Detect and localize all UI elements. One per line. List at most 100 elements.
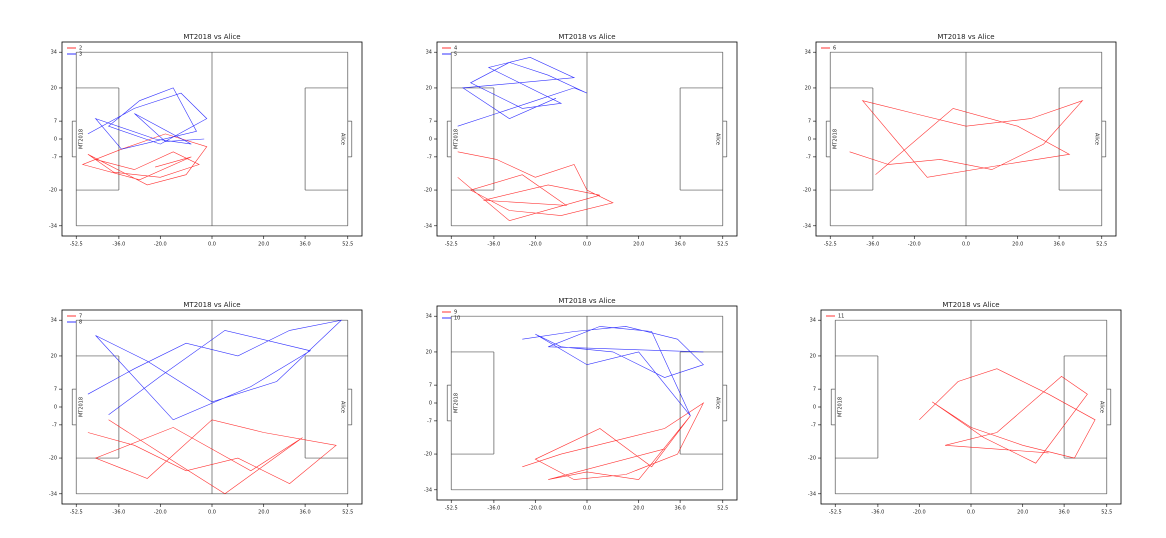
x-tick-label: -20.0 bbox=[529, 506, 542, 512]
trajectory bbox=[522, 402, 705, 480]
legend-label: 6 bbox=[833, 46, 836, 52]
x-tick-label: 36.0 bbox=[675, 242, 686, 248]
team-label: Alice bbox=[339, 401, 345, 413]
legend-label: 4 bbox=[454, 46, 457, 52]
legend-label: 9 bbox=[454, 310, 457, 316]
x-tick-label: -52.5 bbox=[445, 506, 458, 512]
y-tick-label: -20 bbox=[808, 456, 816, 462]
x-tick-label: 0.0 bbox=[962, 242, 970, 248]
chart-title: MT2018 vs Alice bbox=[183, 33, 240, 41]
y-tick-label: 0 bbox=[429, 401, 432, 407]
trajectory bbox=[87, 319, 343, 421]
team-label: Alice bbox=[714, 397, 720, 409]
x-tick-label: -20.0 bbox=[913, 510, 926, 516]
y-tick-label: 20 bbox=[51, 353, 57, 359]
x-tick-label: -20.0 bbox=[154, 510, 167, 516]
x-tick-label: -20.0 bbox=[154, 242, 167, 248]
y-tick-label: -34 bbox=[808, 491, 816, 497]
x-tick-label: 0.0 bbox=[208, 510, 216, 516]
x-tick-label: 52.5 bbox=[717, 506, 728, 512]
x-tick-label: 20.0 bbox=[1017, 510, 1028, 516]
x-tick-label: 52.5 bbox=[342, 510, 353, 516]
x-tick-label: 52.5 bbox=[1096, 242, 1107, 248]
legend-label: 11 bbox=[838, 314, 844, 320]
trajectory bbox=[87, 419, 337, 495]
x-tick-label: 0.0 bbox=[208, 242, 216, 248]
y-tick-label: -34 bbox=[803, 223, 811, 229]
y-tick-label: -34 bbox=[424, 487, 432, 493]
y-tick-label: 0 bbox=[54, 137, 57, 143]
legend-label: 3 bbox=[79, 52, 82, 58]
team-label: MT2018 bbox=[454, 393, 460, 413]
y-tick-label: -20 bbox=[49, 188, 57, 194]
trajectory bbox=[457, 56, 588, 127]
y-tick-label: 0 bbox=[813, 405, 816, 411]
x-tick-label: -52.5 bbox=[70, 242, 83, 248]
x-tick-label: 52.5 bbox=[1101, 510, 1112, 516]
y-tick-label: 34 bbox=[805, 50, 811, 56]
y-tick-label: 0 bbox=[808, 137, 811, 143]
y-tick-label: 7 bbox=[813, 387, 816, 393]
legend-label: 2 bbox=[79, 46, 82, 52]
team-label: MT2018 bbox=[838, 397, 844, 417]
legend-label: 5 bbox=[454, 52, 457, 58]
y-tick-label: 7 bbox=[429, 119, 432, 125]
y-tick-label: -20 bbox=[424, 188, 432, 194]
subplot: MT2018 vs Alice -52.5 -36.0 -20.0 0.0 20.0 36.… bbox=[424, 33, 738, 248]
subplot: MT2018 vs Alice -52.5 -36.0 -20.0 0.0 20.0 36.… bbox=[424, 297, 738, 512]
x-tick-label: 20.0 bbox=[258, 510, 269, 516]
subplot: MT2018 vs Alice -52.5 -36.0 -20.0 0.0 20.0 36.… bbox=[808, 301, 1122, 516]
subplot: MT2018 vs Alice -52.5 -36.0 -20.0 0.0 20.0 36.… bbox=[49, 301, 363, 516]
subplot: MT2018 vs Alice -52.5 -36.0 -20.0 0.0 20.0 36.… bbox=[49, 33, 363, 248]
trajectory bbox=[849, 100, 1084, 178]
trajectory bbox=[87, 87, 208, 150]
team-label: Alice bbox=[339, 133, 345, 145]
x-tick-label: 36.0 bbox=[1054, 242, 1065, 248]
x-tick-label: -36.0 bbox=[487, 242, 500, 248]
x-tick-label: -36.0 bbox=[112, 242, 125, 248]
team-label: MT2018 bbox=[79, 129, 85, 149]
x-tick-label: 36.0 bbox=[300, 510, 311, 516]
y-tick-label: -7 bbox=[811, 422, 816, 428]
y-tick-label: -7 bbox=[806, 154, 811, 160]
team-label: Alice bbox=[1098, 401, 1104, 413]
y-tick-label: 20 bbox=[426, 85, 432, 91]
y-tick-label: -34 bbox=[49, 491, 57, 497]
y-tick-label: 20 bbox=[805, 85, 811, 91]
y-tick-label: 0 bbox=[429, 137, 432, 143]
y-tick-label: -7 bbox=[427, 154, 432, 160]
x-tick-label: 20.0 bbox=[633, 242, 644, 248]
y-tick-label: -7 bbox=[52, 422, 57, 428]
legend-label: 10 bbox=[454, 316, 460, 322]
chart-title: MT2018 vs Alice bbox=[558, 297, 615, 305]
team-label: MT2018 bbox=[454, 129, 460, 149]
y-tick-label: -20 bbox=[424, 452, 432, 458]
x-tick-label: 36.0 bbox=[675, 506, 686, 512]
x-tick-label: 20.0 bbox=[258, 242, 269, 248]
x-tick-label: 20.0 bbox=[1012, 242, 1023, 248]
trajectory bbox=[81, 133, 208, 186]
y-tick-label: 0 bbox=[54, 405, 57, 411]
trajectory bbox=[457, 151, 614, 222]
x-tick-label: 52.5 bbox=[717, 242, 728, 248]
x-tick-label: -36.0 bbox=[871, 510, 884, 516]
chart-title: MT2018 vs Alice bbox=[937, 33, 994, 41]
x-tick-label: 0.0 bbox=[583, 242, 591, 248]
y-tick-label: 20 bbox=[810, 353, 816, 359]
y-tick-label: 20 bbox=[426, 349, 432, 355]
x-tick-label: -36.0 bbox=[866, 242, 879, 248]
x-tick-label: -52.5 bbox=[829, 510, 842, 516]
x-tick-label: -52.5 bbox=[70, 510, 83, 516]
y-tick-label: -20 bbox=[49, 456, 57, 462]
x-tick-label: -52.5 bbox=[824, 242, 837, 248]
y-tick-label: 20 bbox=[51, 85, 57, 91]
y-tick-label: 34 bbox=[426, 314, 432, 320]
y-tick-label: 7 bbox=[429, 383, 432, 389]
team-label: Alice bbox=[714, 133, 720, 145]
x-tick-label: -36.0 bbox=[487, 506, 500, 512]
y-tick-label: 34 bbox=[51, 50, 57, 56]
x-tick-label: -36.0 bbox=[112, 510, 125, 516]
y-tick-label: 7 bbox=[54, 387, 57, 393]
x-tick-label: 0.0 bbox=[583, 506, 591, 512]
